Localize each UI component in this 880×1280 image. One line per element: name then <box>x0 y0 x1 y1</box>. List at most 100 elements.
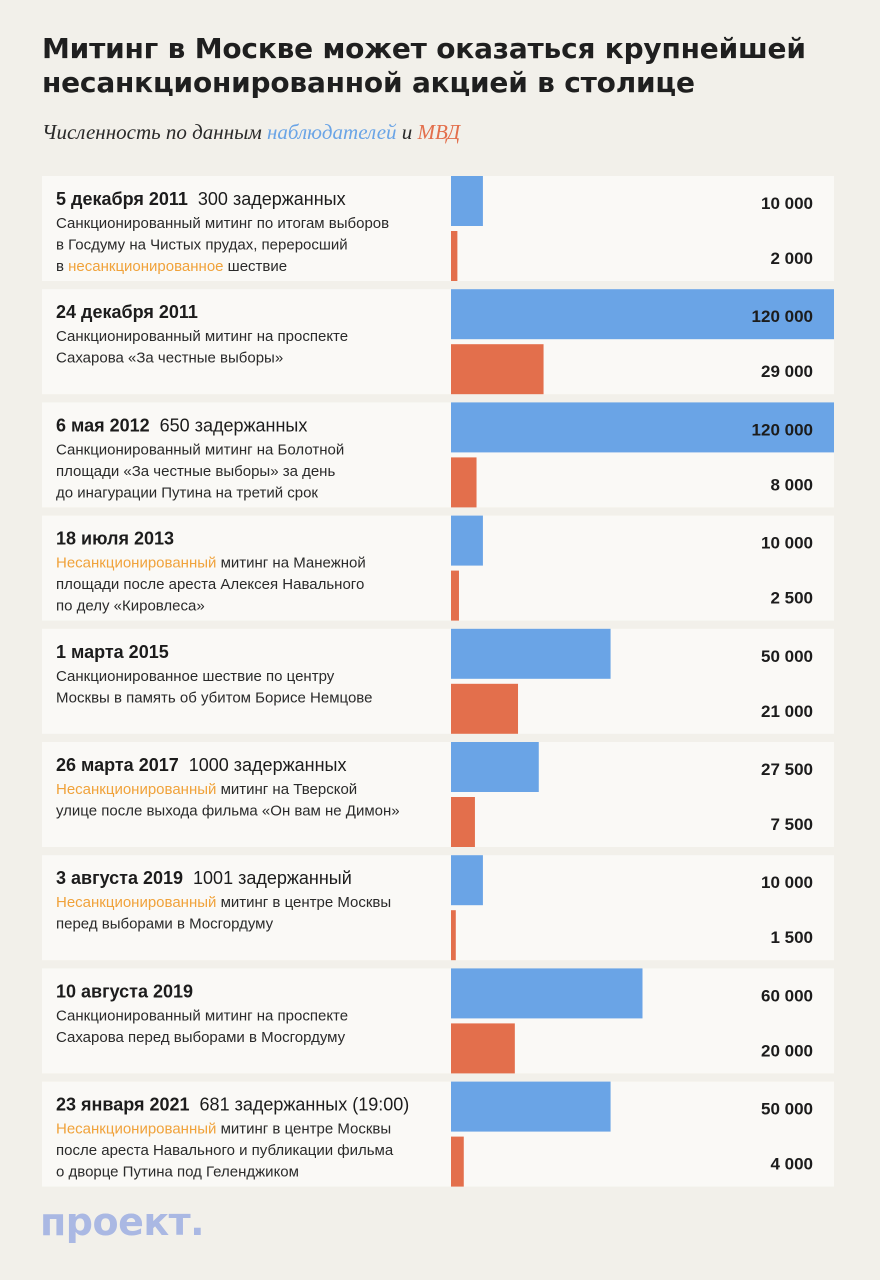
event-date: 3 августа 2019 <box>56 868 183 888</box>
bar-chart: 5 декабря 2011 300 задержанных Санкциониро… <box>42 176 834 1187</box>
event-date: 1 марта 2015 <box>56 642 169 662</box>
event-heading: 6 мая 2012 650 задержанных <box>56 415 307 435</box>
event-card <box>42 628 834 734</box>
event-date: 6 мая 2012 <box>56 415 150 435</box>
description-text: после ареста Навального и публикации фил… <box>56 1142 394 1159</box>
event-row: 1 марта 2015 Санкционированное шествие по… <box>42 628 834 734</box>
observers-bar <box>451 968 643 1019</box>
event-description: Санкционированный митинг по итогам выбор… <box>56 215 389 232</box>
event-date: 18 июля 2013 <box>56 529 174 549</box>
mvd-bar <box>451 683 519 734</box>
mvd-bar <box>451 1023 515 1074</box>
unsanctioned-highlight: Несанкционированный <box>56 1121 216 1138</box>
description-text: митинг в центре Москвы <box>216 1121 391 1138</box>
description-text: площади «За честные выборы» за день <box>56 463 335 480</box>
unsanctioned-highlight: Несанкционированный <box>56 894 216 911</box>
observers-value-label: 50 000 <box>761 1100 813 1119</box>
observers-bar <box>451 742 539 792</box>
chart-title: Митинг в Москве может оказаться крупнейш… <box>42 32 806 99</box>
event-row: 18 июля 2013 Несанкционированный митинг н… <box>42 515 834 621</box>
observers-bar <box>451 855 483 906</box>
description-text: о дворце Путина под Геленджиком <box>56 1164 299 1181</box>
description-text: Санкционированный митинг на проспекте <box>56 1007 348 1024</box>
event-row: 10 августа 2019 Санкционированный митинг … <box>42 968 834 1074</box>
event-card <box>42 855 834 961</box>
event-card <box>42 176 834 281</box>
event-card <box>42 515 834 621</box>
description-text: площади после ареста Алексея Навального <box>56 576 364 593</box>
description-text: Санкционированный митинг на проспекте <box>56 328 348 345</box>
event-row: 5 декабря 2011 300 задержанных Санкциониро… <box>42 176 834 281</box>
observers-bar <box>451 628 611 679</box>
event-description: Москвы в память об убитом Борисе Немцове <box>56 689 372 706</box>
unsanctioned-highlight: Несанкционированный <box>56 555 216 572</box>
description-text: митинг в центре Москвы <box>216 894 391 911</box>
event-description: Несанкционированный митинг на Тверской <box>56 781 357 798</box>
description-text: Москвы в память об убитом Борисе Немцове <box>56 689 372 706</box>
event-detained: 650 задержанных <box>160 415 308 435</box>
event-description: в Госдуму на Чистых прудах, переросший <box>56 237 348 254</box>
event-description: площади после ареста Алексея Навального <box>56 576 364 593</box>
description-text: по делу «Кировлеса» <box>56 598 205 615</box>
observers-bar <box>451 1081 611 1132</box>
mvd-value-label: 21 000 <box>761 702 813 721</box>
event-description: Сахарова «За честные выборы» <box>56 350 283 367</box>
mvd-bar <box>451 570 459 621</box>
event-description: о дворце Путина под Геленджиком <box>56 1164 299 1181</box>
description-text: Сахарова перед выборами в Мосгордуму <box>56 1029 346 1046</box>
proekt-logo: проект. <box>40 1200 205 1244</box>
event-detained: 1000 задержанных <box>189 755 347 775</box>
event-description: в несанкционированное шествие <box>56 258 287 275</box>
observers-bar <box>451 176 483 226</box>
event-description: Несанкционированный митинг на Манежной <box>56 555 366 572</box>
event-row: 3 августа 2019 1001 задержанный Несанкцион… <box>42 855 834 961</box>
mvd-value-label: 7 500 <box>770 815 813 834</box>
event-row: 26 марта 2017 1000 задержанных Несанкциони… <box>42 742 834 847</box>
event-description: улице после выхода фильма «Он вам не Дим… <box>56 803 400 820</box>
event-detained: 681 задержанных (19:00) <box>200 1095 410 1115</box>
subtitle-prefix: Численность по данным <box>42 120 268 144</box>
subtitle-observers: наблюдателей <box>267 120 397 144</box>
event-description: Санкционированный митинг на проспекте <box>56 1007 348 1024</box>
unsanctioned-highlight: Несанкционированный <box>56 781 216 798</box>
event-heading: 5 декабря 2011 300 задержанных <box>56 189 346 209</box>
observers-value-label: 120 000 <box>752 307 813 326</box>
description-text: митинг на Манежной <box>216 555 365 572</box>
mvd-value-label: 29 000 <box>761 362 813 381</box>
observers-value-label: 50 000 <box>761 647 813 666</box>
event-date: 5 декабря 2011 <box>56 189 188 209</box>
mvd-bar <box>451 457 477 508</box>
event-description: перед выборами в Мосгордуму <box>56 916 274 933</box>
event-card <box>42 968 834 1074</box>
description-text: до инагурации Путина на третий срок <box>56 484 318 501</box>
description-text: Сахарова «За честные выборы» <box>56 350 283 367</box>
mvd-value-label: 20 000 <box>761 1041 813 1060</box>
event-card <box>42 1081 834 1187</box>
event-description: Несанкционированный митинг в центре Моск… <box>56 894 391 911</box>
event-description: до инагурации Путина на третий срок <box>56 484 318 501</box>
mvd-value-label: 1 500 <box>770 928 813 947</box>
mvd-bar <box>451 344 544 395</box>
observers-value-label: 10 000 <box>761 194 813 213</box>
description-text: в <box>56 258 68 275</box>
event-row: 24 декабря 2011 Санкционированный митинг … <box>42 289 834 395</box>
description-text: шествие <box>224 258 288 275</box>
description-text: перед выборами в Мосгордуму <box>56 916 274 933</box>
event-description: площади «За честные выборы» за день <box>56 463 335 480</box>
mvd-value-label: 2 500 <box>770 589 813 608</box>
event-description: после ареста Навального и публикации фил… <box>56 1142 394 1159</box>
event-description: Санкционированный митинг на проспекте <box>56 328 348 345</box>
mvd-bar <box>451 797 475 847</box>
observers-value-label: 27 500 <box>761 760 813 779</box>
observers-value-label: 120 000 <box>752 420 813 439</box>
mvd-bar <box>451 1136 464 1187</box>
description-text: в Госдуму на Чистых прудах, переросший <box>56 237 348 254</box>
mvd-value-label: 2 000 <box>770 249 813 268</box>
event-row: 6 мая 2012 650 задержанных Санкционированн… <box>42 402 834 508</box>
event-date: 23 января 2021 <box>56 1095 190 1115</box>
observers-bar <box>451 289 834 340</box>
observers-bar <box>451 515 483 566</box>
event-row: 23 января 2021 681 задержанных (19:00) Нес… <box>42 1081 834 1187</box>
event-card <box>42 742 834 847</box>
unsanctioned-highlight: несанкционированное <box>68 258 223 275</box>
